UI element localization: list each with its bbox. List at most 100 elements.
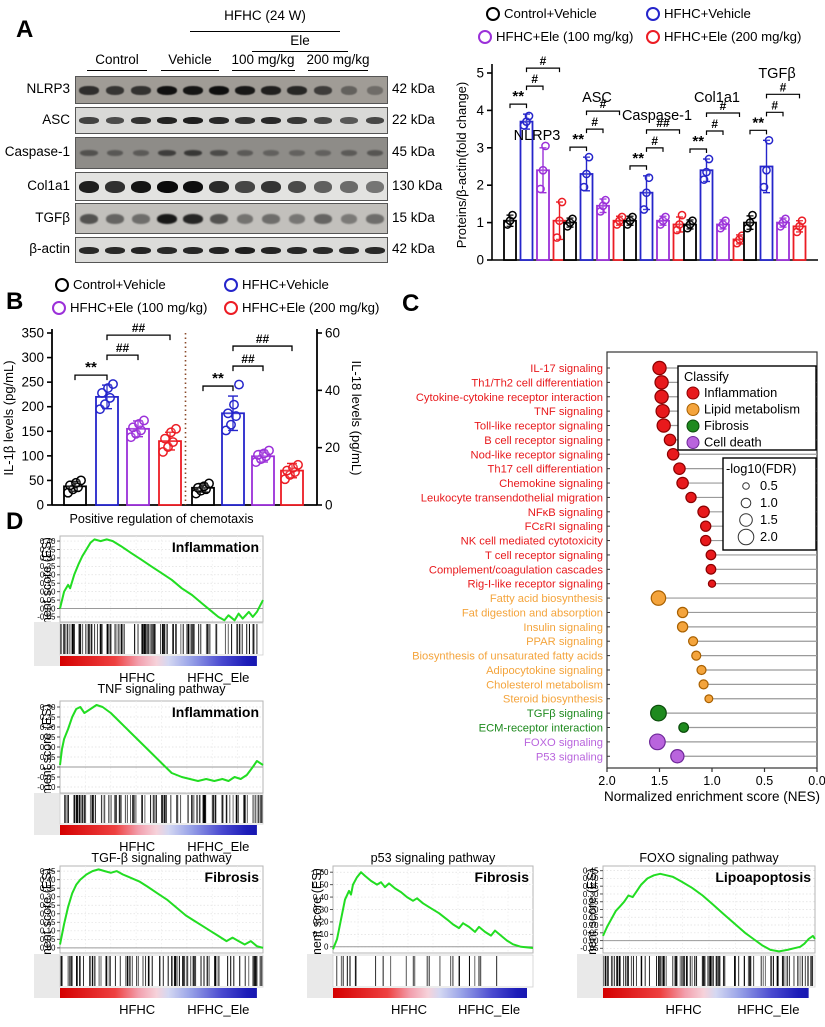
- sig-label: #: [711, 117, 718, 131]
- blot-band: [156, 85, 178, 95]
- gsea-badge-1: Inflammation: [171, 704, 259, 720]
- data-point: [748, 210, 757, 220]
- y-tick-label: 0.40: [583, 874, 599, 883]
- blot-band: [287, 85, 307, 95]
- y-tick-label: 0.35: [40, 884, 56, 893]
- blot-label-0: NLRP3: [26, 81, 70, 96]
- pathway-dot: [666, 447, 680, 461]
- blot-band: [234, 85, 256, 95]
- corner-fill: [34, 954, 60, 998]
- pathway-label: NK cell mediated cytotoxicity: [461, 536, 604, 548]
- gsea-xlabel-hfhc-2: HFHC: [119, 1002, 156, 1017]
- sig-label: **: [632, 150, 644, 167]
- y-tick-label: 0: [324, 943, 329, 952]
- blot-band: [182, 246, 203, 254]
- blot-band: [260, 246, 282, 254]
- sig-bracket: [585, 110, 621, 116]
- y-tick-label: 0.40: [40, 537, 56, 546]
- legend-dot: [52, 300, 66, 315]
- panel-a-label: A: [16, 16, 34, 43]
- data-point: [584, 152, 594, 162]
- blot-band: [366, 180, 384, 193]
- right-tick-label: 40: [325, 383, 340, 398]
- pathway-label: B cell receptor signaling: [484, 435, 603, 447]
- pathway-label: NFκB signaling: [528, 507, 603, 519]
- x-tick-label: 0.0: [808, 774, 825, 788]
- pathway-label: Complement/coagulation cascades: [429, 564, 604, 576]
- corner-fill: [577, 954, 603, 998]
- sig-label: #: [780, 80, 787, 94]
- pathway-label: IL-17 signaling: [530, 363, 603, 375]
- blot-strip-5: [75, 237, 388, 263]
- data-point: [229, 399, 239, 410]
- blot-band: [130, 180, 152, 193]
- sig-label: ##: [241, 352, 255, 366]
- sig-bracket: [749, 129, 768, 135]
- blot-band: [132, 150, 150, 156]
- blot-band: [313, 85, 333, 95]
- sig-bracket: [232, 345, 293, 352]
- gsea-xlabel-ele-0: HFHC_Ele: [187, 670, 250, 685]
- legend-item-3: HFHC+Ele (200 mg/kg): [224, 300, 379, 315]
- classify-title: Classify: [684, 369, 729, 384]
- blot-band: [182, 85, 204, 95]
- gsea-svg-1: 0.300.250.200.150.100.050.00-0.05-0.10: [34, 700, 264, 835]
- legend-label: HFHC+Ele (100 mg/kg): [496, 29, 634, 44]
- panel-d-label: D: [6, 508, 24, 535]
- corner-fill: [307, 954, 333, 998]
- blot-band: [313, 246, 333, 254]
- right-tick-label: 60: [325, 326, 340, 341]
- blot-band: [131, 85, 151, 95]
- pathway-dot: [705, 563, 717, 575]
- pathway-dot: [654, 375, 669, 390]
- blot-band: [236, 213, 254, 224]
- fdr-label: 1.0: [760, 495, 778, 510]
- phenotype-gradient: [603, 988, 809, 998]
- sig-label: **: [85, 359, 97, 376]
- data-point: [557, 197, 567, 207]
- pathway-dot: [700, 520, 712, 532]
- data-point: [223, 408, 233, 419]
- cytokine-chart: 0 50 100 150 200 250 300 350 0 20 40 60 IL-1β levels…: [1, 321, 364, 512]
- legend-label: HFHC+Ele (200 mg/kg): [242, 300, 380, 315]
- y-tick-label: 0.30: [40, 703, 56, 712]
- sig-bracket: [645, 129, 681, 134]
- phenotype-gradient: [60, 988, 257, 998]
- gsea-plot-4: FOXO signaling pathway Enrichment score (…: [558, 851, 825, 1027]
- sig-label: ##: [132, 321, 146, 335]
- pathway-dot: [700, 534, 712, 547]
- data-point: [171, 423, 181, 434]
- x-tick-label: 1.0: [703, 774, 720, 788]
- fdr-dot: [742, 482, 750, 490]
- data-point: [781, 214, 790, 224]
- phenotype-gradient: [60, 656, 257, 666]
- gsea-xlabel-hfhc-0: HFHC: [119, 670, 156, 685]
- y-tick-label: 0.40: [313, 893, 329, 902]
- blot-band: [262, 213, 280, 224]
- y-tick-label: -0.05: [580, 944, 599, 953]
- y-tick-label: 5: [476, 66, 484, 81]
- gsea-xlabel-hfhc-4: HFHC: [665, 1002, 702, 1017]
- gsea-badge-3: Fibrosis: [474, 869, 529, 885]
- blot-band: [79, 85, 99, 95]
- blot-band: [236, 150, 254, 156]
- gsea-title-4: FOXO signaling pathway: [639, 851, 779, 865]
- sig-bracket: [585, 128, 604, 134]
- kda-label-4: 15 kDa: [392, 209, 435, 225]
- y-tick-label: 0.50: [313, 880, 329, 889]
- legend-dot: [646, 29, 660, 44]
- blot-band: [182, 117, 204, 124]
- ele200-underline: [308, 70, 368, 71]
- pathway-label: Nod-like receptor signaling: [471, 449, 603, 461]
- classify-label: Fibrosis: [704, 418, 749, 433]
- pathway-dot: [685, 491, 697, 504]
- blot-band: [157, 246, 177, 254]
- y-tick-label: -0.05: [37, 773, 56, 782]
- legend-item-3: HFHC+Ele (200 mg/kg): [646, 29, 801, 44]
- data-point: [688, 216, 697, 226]
- sig-label: ##: [656, 116, 670, 130]
- blot-band: [340, 150, 358, 156]
- classify-legend-box: [677, 365, 817, 451]
- sig-label: #: [600, 97, 607, 111]
